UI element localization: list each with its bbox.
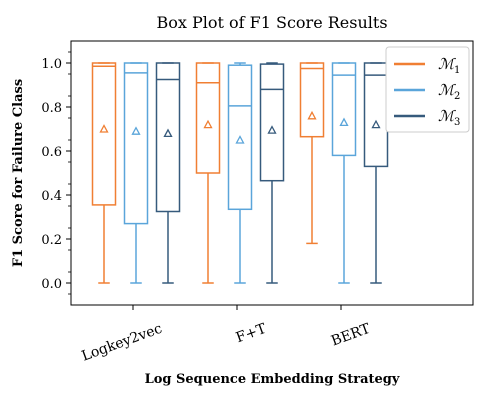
box-iqr [331,62,357,157]
legend-label-subscript: 1 [454,65,460,76]
legend-item-M1: ℳ1 [394,55,460,76]
legend-label: ℳ2 [438,81,460,102]
y-axis: 0.0 0.2 0.4 0.6 0.8 1.0 [41,51,71,295]
x-tick-label: F+T [234,321,269,347]
box-iqr [227,64,253,211]
box-M3-Logkey2vec [155,62,181,284]
boxes-layer [91,62,389,284]
legend-label-subscript: 2 [454,91,460,102]
y-tick-label: 0.2 [41,233,62,248]
box-iqr [123,62,149,225]
mean-marker [307,110,317,120]
legend-label-symbol: ℳ [438,107,456,125]
legend-label: ℳ3 [438,107,460,128]
box-M1-F+T [195,62,221,284]
y-tick-label: 0.0 [41,277,62,292]
mean-marker [267,125,277,134]
legend-item-M2: ℳ2 [394,81,460,102]
chart-title: Box Plot of F1 Score Results [156,13,387,32]
x-tick-label: BERT [329,320,373,349]
box-iqr [155,62,181,213]
y-tick-label: 0.6 [41,145,62,160]
mean-marker [235,135,245,144]
x-axis-label: Log Sequence Embedding Strategy [145,372,400,387]
box-M3-BERT [363,62,389,284]
box-M2-F+T [227,62,253,284]
box-M1-Logkey2vec [91,62,117,284]
mean-marker [371,119,381,129]
box-M1-BERT [299,62,325,245]
x-axis: Logkey2vec F+T BERT [80,305,373,365]
box-M2-Logkey2vec [123,62,149,284]
y-tick-label: 0.8 [41,101,62,116]
mean-marker [203,119,213,129]
legend-item-M3: ℳ3 [394,107,460,128]
box-iqr [91,62,117,206]
legend-label-symbol: ℳ [438,55,456,73]
mean-marker [99,124,109,133]
box-iqr [363,62,389,168]
box-M3-F+T [259,62,285,284]
y-axis-label: F1 Score for Failure Class [11,79,26,267]
box-M2-BERT [331,62,357,284]
legend-box [385,46,470,133]
plot-frame [70,40,474,306]
y-tick-label: 0.4 [41,189,62,204]
box-iqr [195,62,221,174]
box-iqr [259,63,285,182]
mean-marker [339,117,349,127]
legend-label-subscript: 3 [454,117,460,128]
y-tick-label: 1.0 [41,57,62,72]
legend-label-symbol: ℳ [438,81,456,99]
legend-label: ℳ1 [438,55,460,76]
mean-marker [131,126,141,135]
mean-marker [163,128,173,138]
box-iqr [299,62,325,138]
x-tick-label: Logkey2vec [80,321,165,365]
